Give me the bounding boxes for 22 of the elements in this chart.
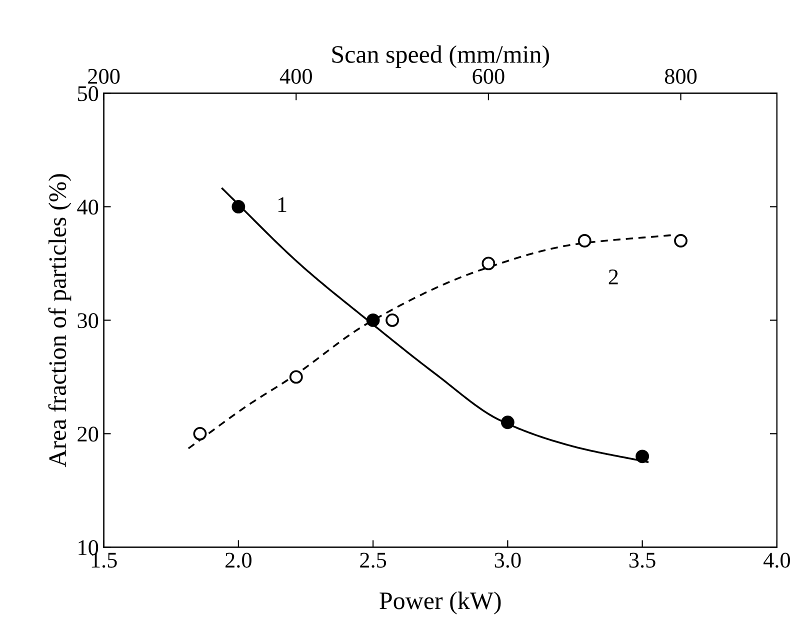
- y-tick-label: 40: [77, 200, 98, 215]
- x-tick-label: 3.5: [629, 552, 656, 568]
- point: [636, 450, 650, 464]
- y-tick-label: 50: [78, 86, 98, 102]
- x-tick-label: 2.5: [360, 552, 386, 568]
- annotation: 2: [608, 270, 618, 284]
- x-tick-label: 3.0: [494, 552, 521, 568]
- point: [500, 416, 514, 430]
- y-tick-label: 20: [78, 426, 98, 442]
- point: [366, 314, 380, 327]
- annotation: 1: [278, 197, 286, 212]
- x-tick-label: 2.0: [226, 552, 252, 568]
- x2-axis-title: Scan speed (mm/min): [332, 45, 549, 68]
- x2-tick-label: 200: [88, 68, 120, 84]
- x-axis-title: Power (kW): [380, 592, 501, 614]
- y-tick-label: 30: [78, 313, 98, 328]
- x2-tick-label: 600: [472, 68, 504, 84]
- point: [232, 200, 246, 214]
- x-tick-label: 4.0: [763, 552, 790, 568]
- x2-tick-label: 400: [280, 68, 312, 84]
- x2-tick-label: 800: [664, 68, 697, 84]
- y-axis-title: Area fraction of particles (%): [48, 174, 72, 468]
